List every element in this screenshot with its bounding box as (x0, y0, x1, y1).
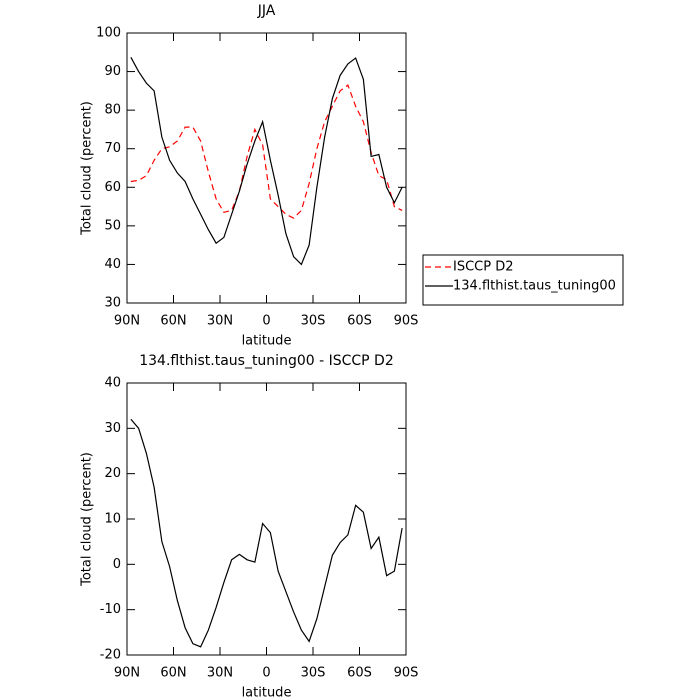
x-tick-label: 30N (207, 666, 233, 681)
y-axis-label: Total cloud (percent) (80, 101, 95, 236)
y-tick-label: 0 (113, 557, 121, 572)
y-tick-label: 100 (96, 26, 121, 41)
y-tick-label: -20 (100, 648, 121, 663)
data-line (130, 418, 403, 648)
y-tick-label: 10 (104, 512, 121, 527)
x-tick-label: 90N (114, 666, 140, 681)
x-tick-label: 60S (347, 314, 372, 329)
y-tick-label: 90 (104, 64, 121, 79)
y-tick-label: 40 (104, 257, 121, 272)
legend-box (422, 254, 624, 306)
y-tick-label: 60 (104, 180, 121, 195)
x-tick-label: 90S (394, 666, 419, 681)
x-tick-label: 60S (347, 666, 372, 681)
x-tick-label: 60N (160, 314, 186, 329)
legend-label: ISCCP D2 (453, 260, 514, 275)
data-line (130, 57, 403, 266)
y-tick-label: 40 (104, 376, 121, 391)
y-tick-label: 30 (104, 421, 121, 436)
y-tick-label: 30 (104, 296, 121, 311)
y-tick-label: 50 (104, 218, 121, 233)
x-tick-label: 0 (262, 666, 270, 681)
x-tick-label: 30S (301, 314, 326, 329)
legend-label: 134.flthist.taus_tuning00 (453, 279, 616, 294)
chart-title: JJA (257, 3, 276, 19)
chart-title: 134.flthist.taus_tuning00 - ISCCP D2 (139, 353, 394, 369)
x-tick-label: 30N (207, 314, 233, 329)
x-axis-label: latitude (242, 686, 292, 700)
y-tick-label: 20 (104, 466, 121, 481)
x-tick-label: 60N (160, 666, 186, 681)
x-axis-label: latitude (242, 334, 292, 349)
data-line (130, 84, 403, 219)
y-tick-label: 80 (104, 103, 121, 118)
x-tick-label: 0 (262, 314, 270, 329)
x-tick-label: 90S (394, 314, 419, 329)
plot-frame (126, 382, 407, 656)
y-tick-label: 70 (104, 141, 121, 156)
x-tick-label: 30S (301, 666, 326, 681)
x-tick-label: 90N (114, 314, 140, 329)
y-tick-label: -10 (100, 602, 121, 617)
y-axis-label: Total cloud (percent) (80, 452, 95, 587)
